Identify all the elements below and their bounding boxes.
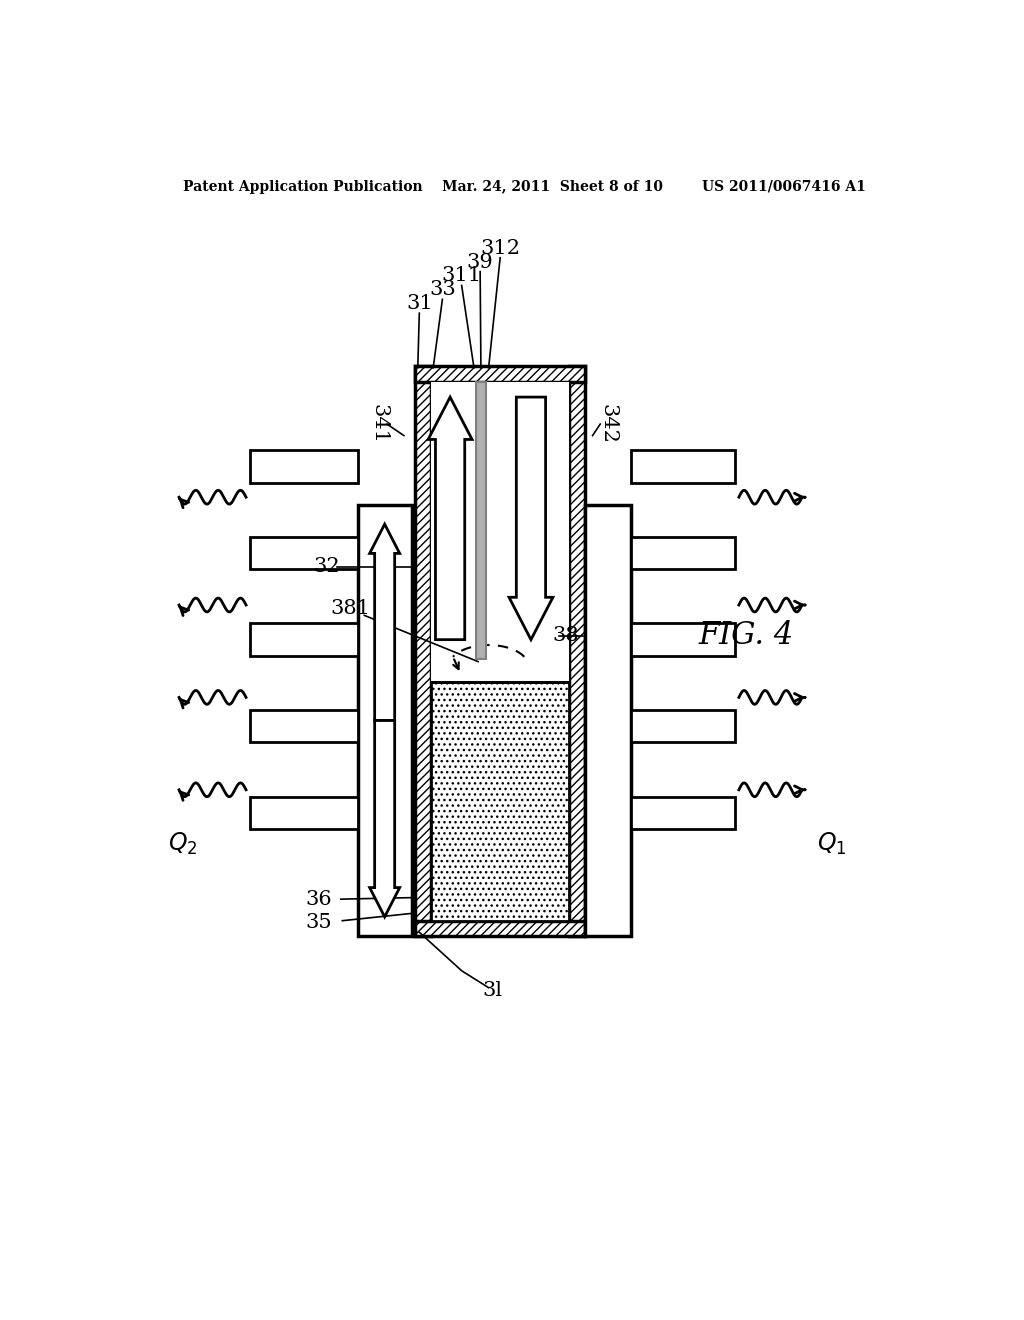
Polygon shape: [416, 367, 585, 381]
Text: 341: 341: [369, 404, 388, 444]
Text: 38: 38: [552, 626, 579, 645]
Text: $Q_2$: $Q_2$: [168, 830, 198, 857]
Text: 311: 311: [441, 267, 481, 285]
Polygon shape: [631, 710, 735, 742]
Text: 381: 381: [330, 599, 370, 618]
Text: Patent Application Publication    Mar. 24, 2011  Sheet 8 of 10        US 2011/00: Patent Application Publication Mar. 24, …: [183, 180, 866, 194]
Polygon shape: [509, 397, 553, 640]
Polygon shape: [250, 450, 357, 483]
Polygon shape: [585, 506, 631, 936]
Text: 3l: 3l: [482, 981, 503, 999]
Text: 32: 32: [313, 557, 340, 576]
Polygon shape: [250, 797, 357, 829]
Polygon shape: [431, 381, 569, 682]
Polygon shape: [250, 537, 357, 569]
Text: 342: 342: [598, 404, 617, 444]
Polygon shape: [631, 623, 735, 656]
Text: 33: 33: [429, 280, 456, 300]
Text: 36: 36: [306, 890, 333, 908]
Polygon shape: [370, 721, 399, 917]
Polygon shape: [631, 537, 735, 569]
Polygon shape: [370, 524, 399, 721]
Text: FIG. 4: FIG. 4: [699, 620, 795, 651]
Polygon shape: [250, 623, 357, 656]
Polygon shape: [475, 381, 486, 659]
Polygon shape: [250, 710, 357, 742]
Polygon shape: [428, 397, 472, 640]
Polygon shape: [416, 367, 431, 936]
Text: 31: 31: [406, 294, 433, 313]
Polygon shape: [569, 367, 585, 936]
Text: 39: 39: [467, 252, 494, 272]
Polygon shape: [416, 921, 585, 936]
Text: 35: 35: [306, 912, 333, 932]
Polygon shape: [631, 450, 735, 483]
Polygon shape: [357, 506, 412, 936]
Polygon shape: [631, 797, 735, 829]
Polygon shape: [431, 682, 569, 921]
Text: 312: 312: [480, 239, 520, 257]
Text: $Q_1$: $Q_1$: [816, 830, 846, 857]
